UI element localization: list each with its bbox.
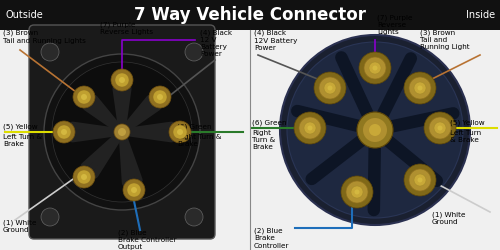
Circle shape: [324, 82, 336, 94]
Text: (3) Brown
Tail and
Running Light: (3) Brown Tail and Running Light: [420, 30, 470, 50]
Text: (2) Blue
Brake Controller
Output: (2) Blue Brake Controller Output: [118, 230, 176, 250]
Text: (7) Purple
Reverse
Lights: (7) Purple Reverse Lights: [377, 14, 412, 35]
Circle shape: [41, 208, 59, 226]
Circle shape: [177, 129, 183, 135]
Circle shape: [418, 86, 422, 90]
Circle shape: [73, 166, 95, 188]
Circle shape: [429, 117, 451, 139]
Circle shape: [280, 35, 470, 225]
Text: (2) Blue
Brake
Controller
Output: (2) Blue Brake Controller Output: [254, 228, 290, 250]
Text: Inside: Inside: [466, 10, 495, 20]
Circle shape: [364, 57, 386, 79]
Circle shape: [185, 208, 203, 226]
Text: (4) Black
12V Battery
Power: (4) Black 12V Battery Power: [254, 30, 298, 50]
Circle shape: [61, 129, 67, 135]
Text: (1) White
Ground: (1) White Ground: [3, 220, 36, 234]
Text: (7) Purple
Reverse Lights: (7) Purple Reverse Lights: [100, 22, 153, 35]
Text: Left Turn
& Brake: Left Turn & Brake: [450, 130, 481, 143]
Text: Right
Turn &
Brake: Right Turn & Brake: [252, 130, 275, 150]
Text: (1) White
Ground: (1) White Ground: [432, 212, 466, 226]
Circle shape: [304, 122, 316, 134]
Circle shape: [81, 174, 87, 180]
Circle shape: [409, 169, 431, 191]
Circle shape: [363, 118, 387, 142]
Text: (5) Yellow: (5) Yellow: [3, 124, 37, 130]
Circle shape: [359, 52, 391, 84]
Text: Right Turn &
Brake: Right Turn & Brake: [177, 134, 222, 147]
Circle shape: [354, 190, 360, 194]
Text: (4) Black
12 V
Battery
Power: (4) Black 12 V Battery Power: [200, 30, 232, 58]
Text: (6) Green: (6) Green: [252, 120, 286, 126]
Circle shape: [111, 69, 133, 91]
Circle shape: [185, 43, 203, 61]
Circle shape: [308, 126, 312, 130]
Circle shape: [299, 117, 321, 139]
Text: (6) Green: (6) Green: [177, 124, 212, 130]
Circle shape: [77, 170, 91, 184]
Circle shape: [287, 42, 463, 218]
Circle shape: [73, 86, 95, 108]
Circle shape: [351, 186, 363, 198]
Text: 7 Way Vehicle Connector: 7 Way Vehicle Connector: [134, 6, 366, 24]
Circle shape: [115, 73, 129, 87]
Circle shape: [53, 121, 75, 143]
Circle shape: [118, 128, 126, 136]
Circle shape: [173, 125, 187, 139]
Circle shape: [123, 179, 145, 201]
Circle shape: [314, 72, 346, 104]
Circle shape: [169, 121, 191, 143]
Circle shape: [157, 94, 163, 100]
Bar: [0, 0, 500, 30]
Circle shape: [131, 187, 137, 193]
Circle shape: [434, 122, 446, 134]
Circle shape: [127, 183, 141, 197]
Circle shape: [369, 124, 381, 136]
Circle shape: [119, 77, 125, 83]
Circle shape: [294, 112, 326, 144]
Circle shape: [414, 174, 426, 186]
Circle shape: [409, 77, 431, 99]
Circle shape: [424, 112, 456, 144]
Circle shape: [414, 82, 426, 94]
Circle shape: [153, 90, 167, 104]
Text: (3) Brown
Tail and Running Lights: (3) Brown Tail and Running Lights: [3, 30, 86, 44]
Text: (5) Yellow: (5) Yellow: [450, 120, 484, 126]
Circle shape: [404, 164, 436, 196]
Circle shape: [369, 62, 381, 74]
Circle shape: [328, 86, 332, 90]
Circle shape: [81, 94, 87, 100]
Circle shape: [418, 178, 422, 182]
Text: Outside: Outside: [5, 10, 43, 20]
Circle shape: [149, 86, 171, 108]
Circle shape: [57, 125, 71, 139]
Circle shape: [319, 77, 341, 99]
Circle shape: [41, 43, 59, 61]
Circle shape: [346, 181, 368, 203]
Circle shape: [438, 126, 442, 130]
FancyBboxPatch shape: [29, 25, 215, 239]
Circle shape: [404, 72, 436, 104]
Circle shape: [114, 124, 130, 140]
Circle shape: [77, 90, 91, 104]
Text: Left Turn &
Brake: Left Turn & Brake: [3, 134, 42, 147]
Circle shape: [52, 62, 192, 202]
Circle shape: [357, 112, 393, 148]
Circle shape: [341, 176, 373, 208]
Circle shape: [372, 66, 378, 70]
Circle shape: [44, 54, 200, 210]
